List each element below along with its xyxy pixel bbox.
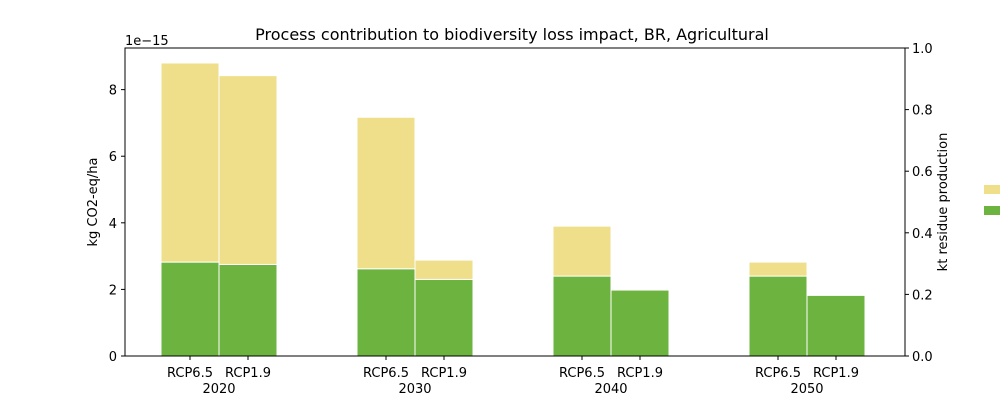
legend [984, 185, 1000, 215]
bar-2020-rcp65-series-2 [160, 62, 220, 263]
y-tick-label: 8 [109, 84, 117, 99]
x-group-label: 2020 [202, 382, 235, 397]
x-tick-label-scenario: RCP1.9 [225, 366, 271, 381]
y-offset-label: 1e−15 [125, 34, 169, 49]
bar-2030-rcp19-series-1 [414, 278, 474, 357]
bar-2040-rcp65-series-2 [552, 225, 612, 277]
x-tick-label-scenario: RCP6.5 [755, 366, 801, 381]
x-tick-label-scenario: RCP6.5 [559, 366, 605, 381]
right-y-tick-label: 1.0 [912, 42, 933, 57]
bar-2040-rcp65-series-1 [552, 275, 612, 357]
plot-frame [124, 47, 906, 357]
legend-swatch [984, 185, 1000, 194]
y-tick-label: 4 [109, 217, 117, 232]
legend-swatch [984, 206, 1000, 215]
bar-2050-rcp65-series-1 [748, 275, 808, 357]
x-tick-label-scenario: RCP6.5 [363, 366, 409, 381]
y-tick-label: 2 [109, 283, 117, 298]
y-axis-label: kg CO2-eq/ha [86, 157, 101, 246]
right-y-axis-label: kt residue production [936, 133, 951, 272]
bars-layer [160, 62, 866, 357]
right-y-tick-label: 0.0 [912, 350, 933, 365]
x-tick-label-scenario: RCP1.9 [617, 366, 663, 381]
bar-2020-rcp65-series-1 [160, 261, 220, 357]
bar-2020-rcp19-series-2 [218, 75, 278, 265]
x-group-label: 2040 [594, 382, 627, 397]
bar-2020-rcp19-series-1 [218, 263, 278, 357]
bar-2050-rcp19-series-1 [806, 294, 866, 357]
right-y-tick-label: 0.2 [912, 288, 933, 303]
right-y-tick-label: 0.6 [912, 165, 933, 180]
bar-2030-rcp19-series-2 [414, 259, 474, 280]
right-y-tick-label: 0.4 [912, 227, 933, 242]
y-tick-label: 0 [109, 350, 117, 365]
bar-2030-rcp65-series-1 [356, 268, 416, 357]
bar-2040-rcp19-series-1 [610, 289, 670, 357]
y-tick-label: 6 [109, 150, 117, 165]
bar-2030-rcp65-series-2 [356, 116, 416, 270]
x-tick-label-scenario: RCP1.9 [813, 366, 859, 381]
bar-2050-rcp65-series-2 [748, 261, 808, 277]
x-group-label: 2050 [790, 382, 823, 397]
right-y-tick-label: 0.8 [912, 104, 933, 119]
x-tick-label-scenario: RCP1.9 [421, 366, 467, 381]
x-tick-label-scenario: RCP6.5 [167, 366, 213, 381]
chart-title: Process contribution to biodiversity los… [255, 25, 769, 44]
x-group-label: 2030 [398, 382, 431, 397]
